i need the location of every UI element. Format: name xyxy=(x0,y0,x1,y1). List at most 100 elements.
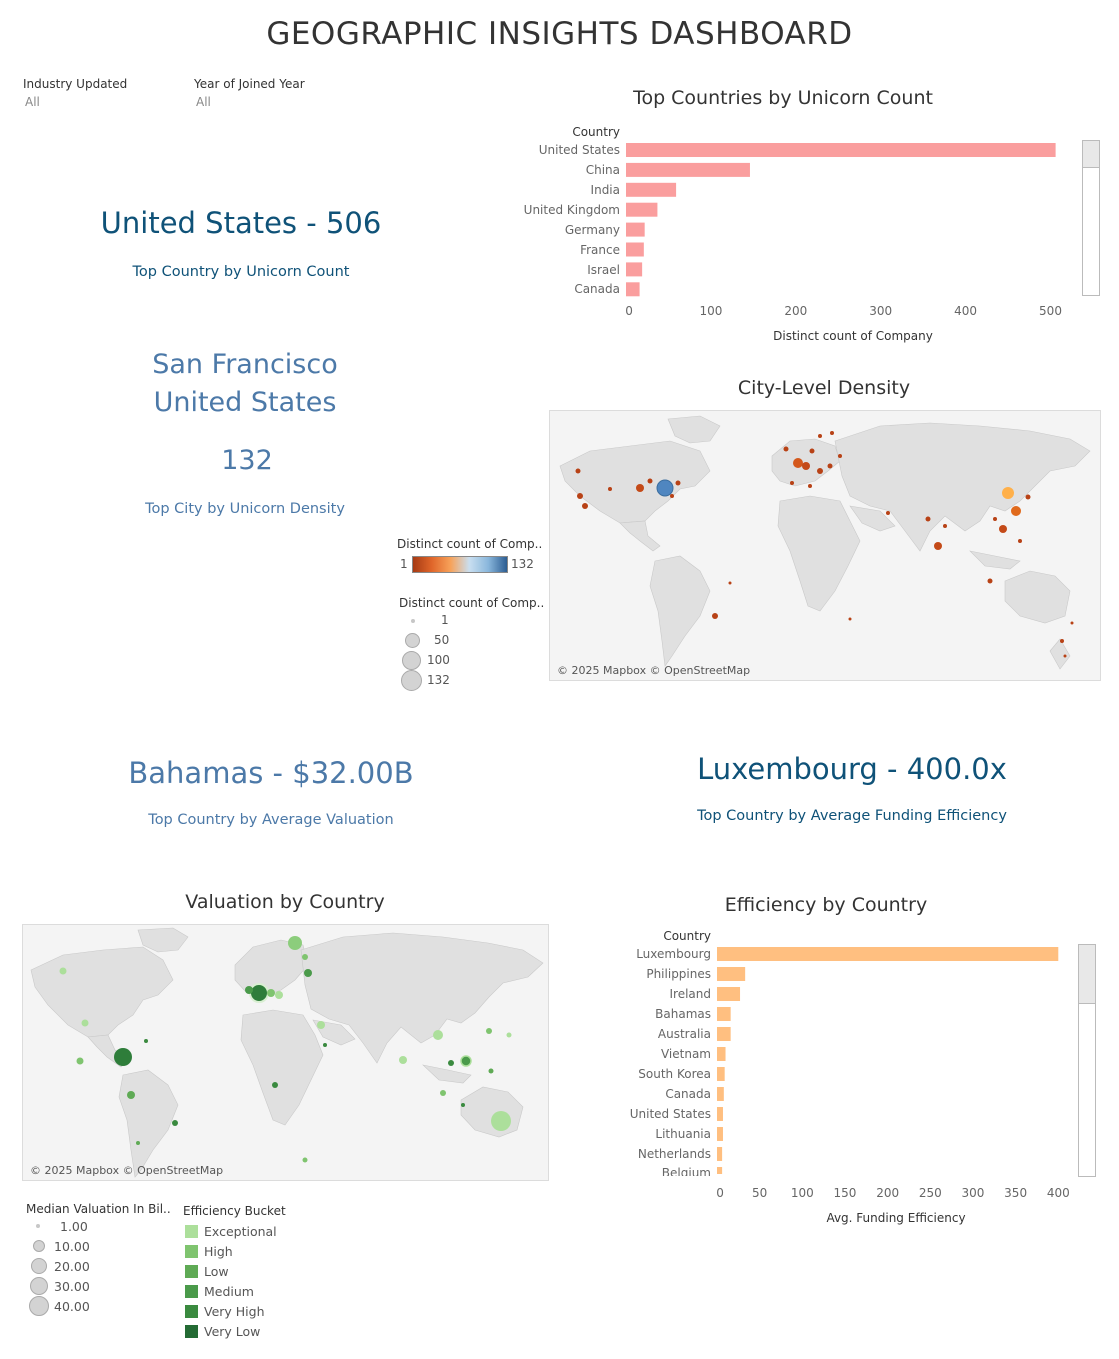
bar-france[interactable] xyxy=(626,242,644,257)
bar-united-states[interactable] xyxy=(626,143,1056,157)
valuation-marker-australia[interactable] xyxy=(491,1111,511,1131)
city-marker[interactable] xyxy=(608,487,612,491)
valuation-marker[interactable] xyxy=(127,1091,135,1099)
valuation-marker[interactable] xyxy=(440,1090,446,1096)
efficiency-scrollbar-thumb[interactable] xyxy=(1079,945,1095,1004)
city-marker[interactable] xyxy=(818,434,822,438)
city-marker[interactable] xyxy=(987,578,993,584)
city-density-map[interactable]: © 2025 Mapbox © OpenStreetMap xyxy=(549,410,1101,681)
city-marker[interactable] xyxy=(993,517,997,521)
bar-south-korea[interactable] xyxy=(717,1067,725,1081)
city-marker-sao-paulo[interactable] xyxy=(712,613,718,619)
valuation-marker[interactable] xyxy=(59,967,67,975)
bar-belgium[interactable] xyxy=(717,1167,723,1174)
valuation-marker[interactable] xyxy=(76,1057,84,1065)
city-marker-bangalore[interactable] xyxy=(934,542,942,550)
city-marker[interactable] xyxy=(943,524,947,528)
city-marker[interactable] xyxy=(1018,539,1022,543)
valuation-marker-luxembourg[interactable] xyxy=(249,983,269,1003)
city-marker[interactable] xyxy=(783,446,789,452)
efficiency-scrollbar[interactable] xyxy=(1078,944,1096,1177)
valuation-marker[interactable] xyxy=(506,1032,512,1038)
bar-vietnam[interactable] xyxy=(717,1047,726,1061)
bar-lithuania[interactable] xyxy=(717,1127,723,1141)
city-marker[interactable] xyxy=(575,468,581,474)
filter-industry-value[interactable]: All xyxy=(25,95,40,109)
city-marker[interactable] xyxy=(636,484,644,492)
city-marker[interactable] xyxy=(838,454,842,458)
valuation-marker[interactable] xyxy=(172,1120,178,1126)
valuation-marker[interactable] xyxy=(302,954,308,960)
efficiency-bucket-item[interactable]: Medium xyxy=(185,1281,254,1300)
valuation-marker[interactable] xyxy=(317,1021,325,1029)
valuation-map[interactable]: © 2025 Mapbox © OpenStreetMap xyxy=(22,924,549,1181)
city-marker[interactable] xyxy=(1060,639,1064,643)
city-markers[interactable] xyxy=(575,431,1074,658)
bar-australia[interactable] xyxy=(717,1027,731,1041)
filter-industry[interactable]: Industry Updated All xyxy=(23,77,127,109)
efficiency-bars[interactable]: 0 50 100 150 200 250 300 350 400 xyxy=(717,944,1087,1206)
efficiency-bucket-item[interactable]: Very Low xyxy=(185,1321,260,1340)
city-marker[interactable] xyxy=(999,525,1007,533)
city-marker[interactable] xyxy=(1063,654,1067,658)
city-marker[interactable] xyxy=(577,493,583,499)
city-marker[interactable] xyxy=(582,503,588,509)
city-marker[interactable] xyxy=(809,448,815,454)
efficiency-bucket-item[interactable]: Very High xyxy=(185,1301,265,1320)
valuation-marker[interactable] xyxy=(267,989,275,997)
bar-canada[interactable] xyxy=(626,282,640,297)
city-marker[interactable] xyxy=(808,484,812,488)
city-marker[interactable] xyxy=(830,431,834,435)
city-marker[interactable] xyxy=(647,478,653,484)
valuation-marker[interactable] xyxy=(272,1082,278,1088)
city-marker[interactable] xyxy=(728,581,732,585)
filter-year[interactable]: Year of Joined Year All xyxy=(194,77,305,109)
city-marker-san-francisco[interactable] xyxy=(656,479,674,497)
valuation-marker[interactable] xyxy=(399,1056,407,1064)
valuation-marker[interactable] xyxy=(302,1157,308,1163)
city-marker-london[interactable] xyxy=(793,458,803,468)
valuation-marker[interactable] xyxy=(448,1060,454,1066)
bar-luxembourg[interactable] xyxy=(717,947,1059,961)
city-map-canvas[interactable] xyxy=(550,411,1100,680)
bar-united-kingdom[interactable] xyxy=(626,202,658,217)
bar-india[interactable] xyxy=(626,182,677,197)
filter-year-value[interactable]: All xyxy=(196,95,211,109)
valuation-marker[interactable] xyxy=(144,1039,148,1043)
valuation-marker[interactable] xyxy=(288,936,302,950)
bar-ireland[interactable] xyxy=(717,987,741,1001)
valuation-marker[interactable] xyxy=(461,1103,465,1107)
city-marker[interactable] xyxy=(886,511,890,515)
city-marker-shanghai[interactable] xyxy=(1011,506,1021,516)
valuation-marker[interactable] xyxy=(323,1043,327,1047)
valuation-marker[interactable] xyxy=(81,1019,89,1027)
valuation-map-canvas[interactable] xyxy=(23,925,548,1180)
city-marker[interactable] xyxy=(925,516,931,522)
city-marker[interactable] xyxy=(675,480,681,486)
bar-israel[interactable] xyxy=(626,262,643,277)
bar-netherlands[interactable] xyxy=(717,1147,723,1161)
bar-canada[interactable] xyxy=(717,1087,724,1101)
city-marker[interactable] xyxy=(670,494,674,498)
bar-china[interactable] xyxy=(626,162,750,177)
valuation-marker[interactable] xyxy=(304,969,312,977)
city-marker-beijing[interactable] xyxy=(1002,487,1014,499)
country-count-bars[interactable]: 0 100 200 300 400 500 xyxy=(626,140,1066,325)
city-marker[interactable] xyxy=(848,617,852,621)
valuation-marker[interactable] xyxy=(136,1141,140,1145)
city-marker[interactable] xyxy=(790,481,794,485)
bar-bahamas[interactable] xyxy=(717,1007,731,1021)
city-marker[interactable] xyxy=(802,462,810,470)
valuation-marker[interactable] xyxy=(486,1028,492,1034)
efficiency-bucket-item[interactable]: Exceptional xyxy=(185,1221,277,1240)
city-marker[interactable] xyxy=(817,468,823,474)
country-count-scrollbar[interactable] xyxy=(1082,140,1100,296)
valuation-marker[interactable] xyxy=(245,986,253,994)
country-count-scrollbar-thumb[interactable] xyxy=(1083,141,1099,168)
bar-germany[interactable] xyxy=(626,222,645,237)
bar-united-states[interactable] xyxy=(717,1107,723,1121)
valuation-marker-bahamas[interactable] xyxy=(114,1048,132,1066)
city-marker[interactable] xyxy=(1070,621,1074,625)
valuation-marker[interactable] xyxy=(433,1030,443,1040)
valuation-marker[interactable] xyxy=(488,1068,494,1074)
